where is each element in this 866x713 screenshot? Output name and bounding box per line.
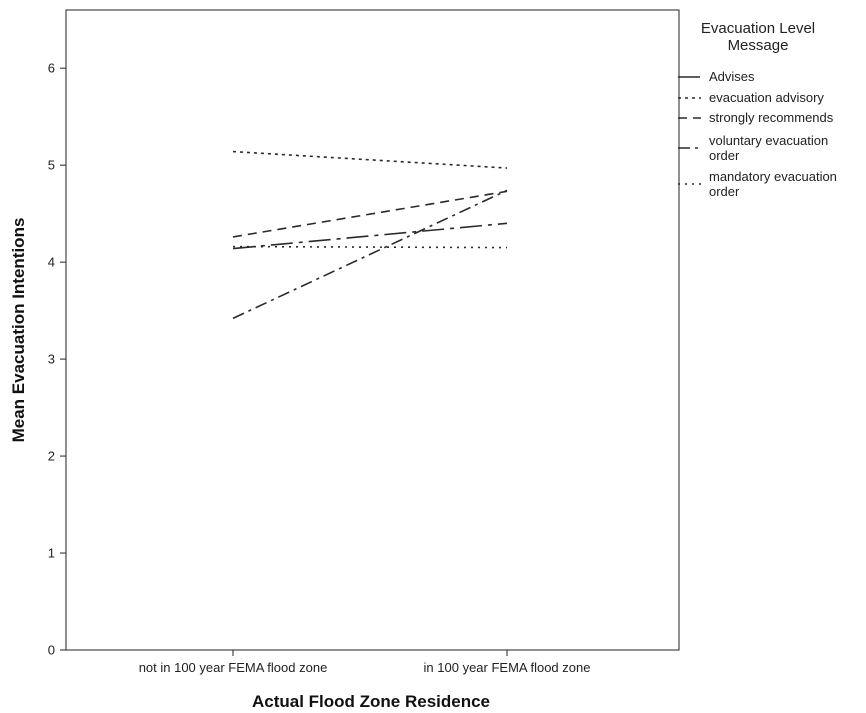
x-tick-label: in 100 year FEMA flood zone	[424, 660, 591, 675]
x-axis: not in 100 year FEMA flood zone in 100 ye…	[139, 650, 591, 675]
legend-label: order	[709, 184, 740, 199]
legend-label: order	[709, 148, 740, 163]
y-tick-label: 0	[48, 643, 55, 658]
y-tick-label: 3	[48, 352, 55, 367]
y-tick-label: 6	[48, 61, 55, 76]
y-tick-label: 1	[48, 546, 55, 561]
x-tick-label: not in 100 year FEMA flood zone	[139, 660, 328, 675]
y-tick-label: 5	[48, 158, 55, 173]
legend-label: strongly recommends	[709, 110, 834, 125]
legend-label: mandatory evacuation	[709, 169, 837, 184]
legend-label: Advises	[709, 69, 755, 84]
y-tick-label: 2	[48, 449, 55, 464]
legend-label: voluntary evacuation	[709, 133, 828, 148]
y-tick-label: 4	[48, 255, 55, 270]
legend-title: Evacuation Level	[701, 20, 815, 37]
y-axis-title: Mean Evacuation Intentions	[9, 218, 28, 443]
legend-title: Message	[728, 37, 789, 54]
y-axis: 0 1 2 3 4 5 6	[48, 61, 66, 658]
plot-area	[65, 9, 680, 651]
series-line	[232, 189, 508, 320]
series-group	[232, 150, 508, 320]
series-line	[232, 190, 508, 238]
x-axis-title: Actual Flood Zone Residence	[252, 692, 490, 711]
legend-label: evacuation advisory	[709, 90, 824, 105]
series-line	[232, 222, 508, 250]
